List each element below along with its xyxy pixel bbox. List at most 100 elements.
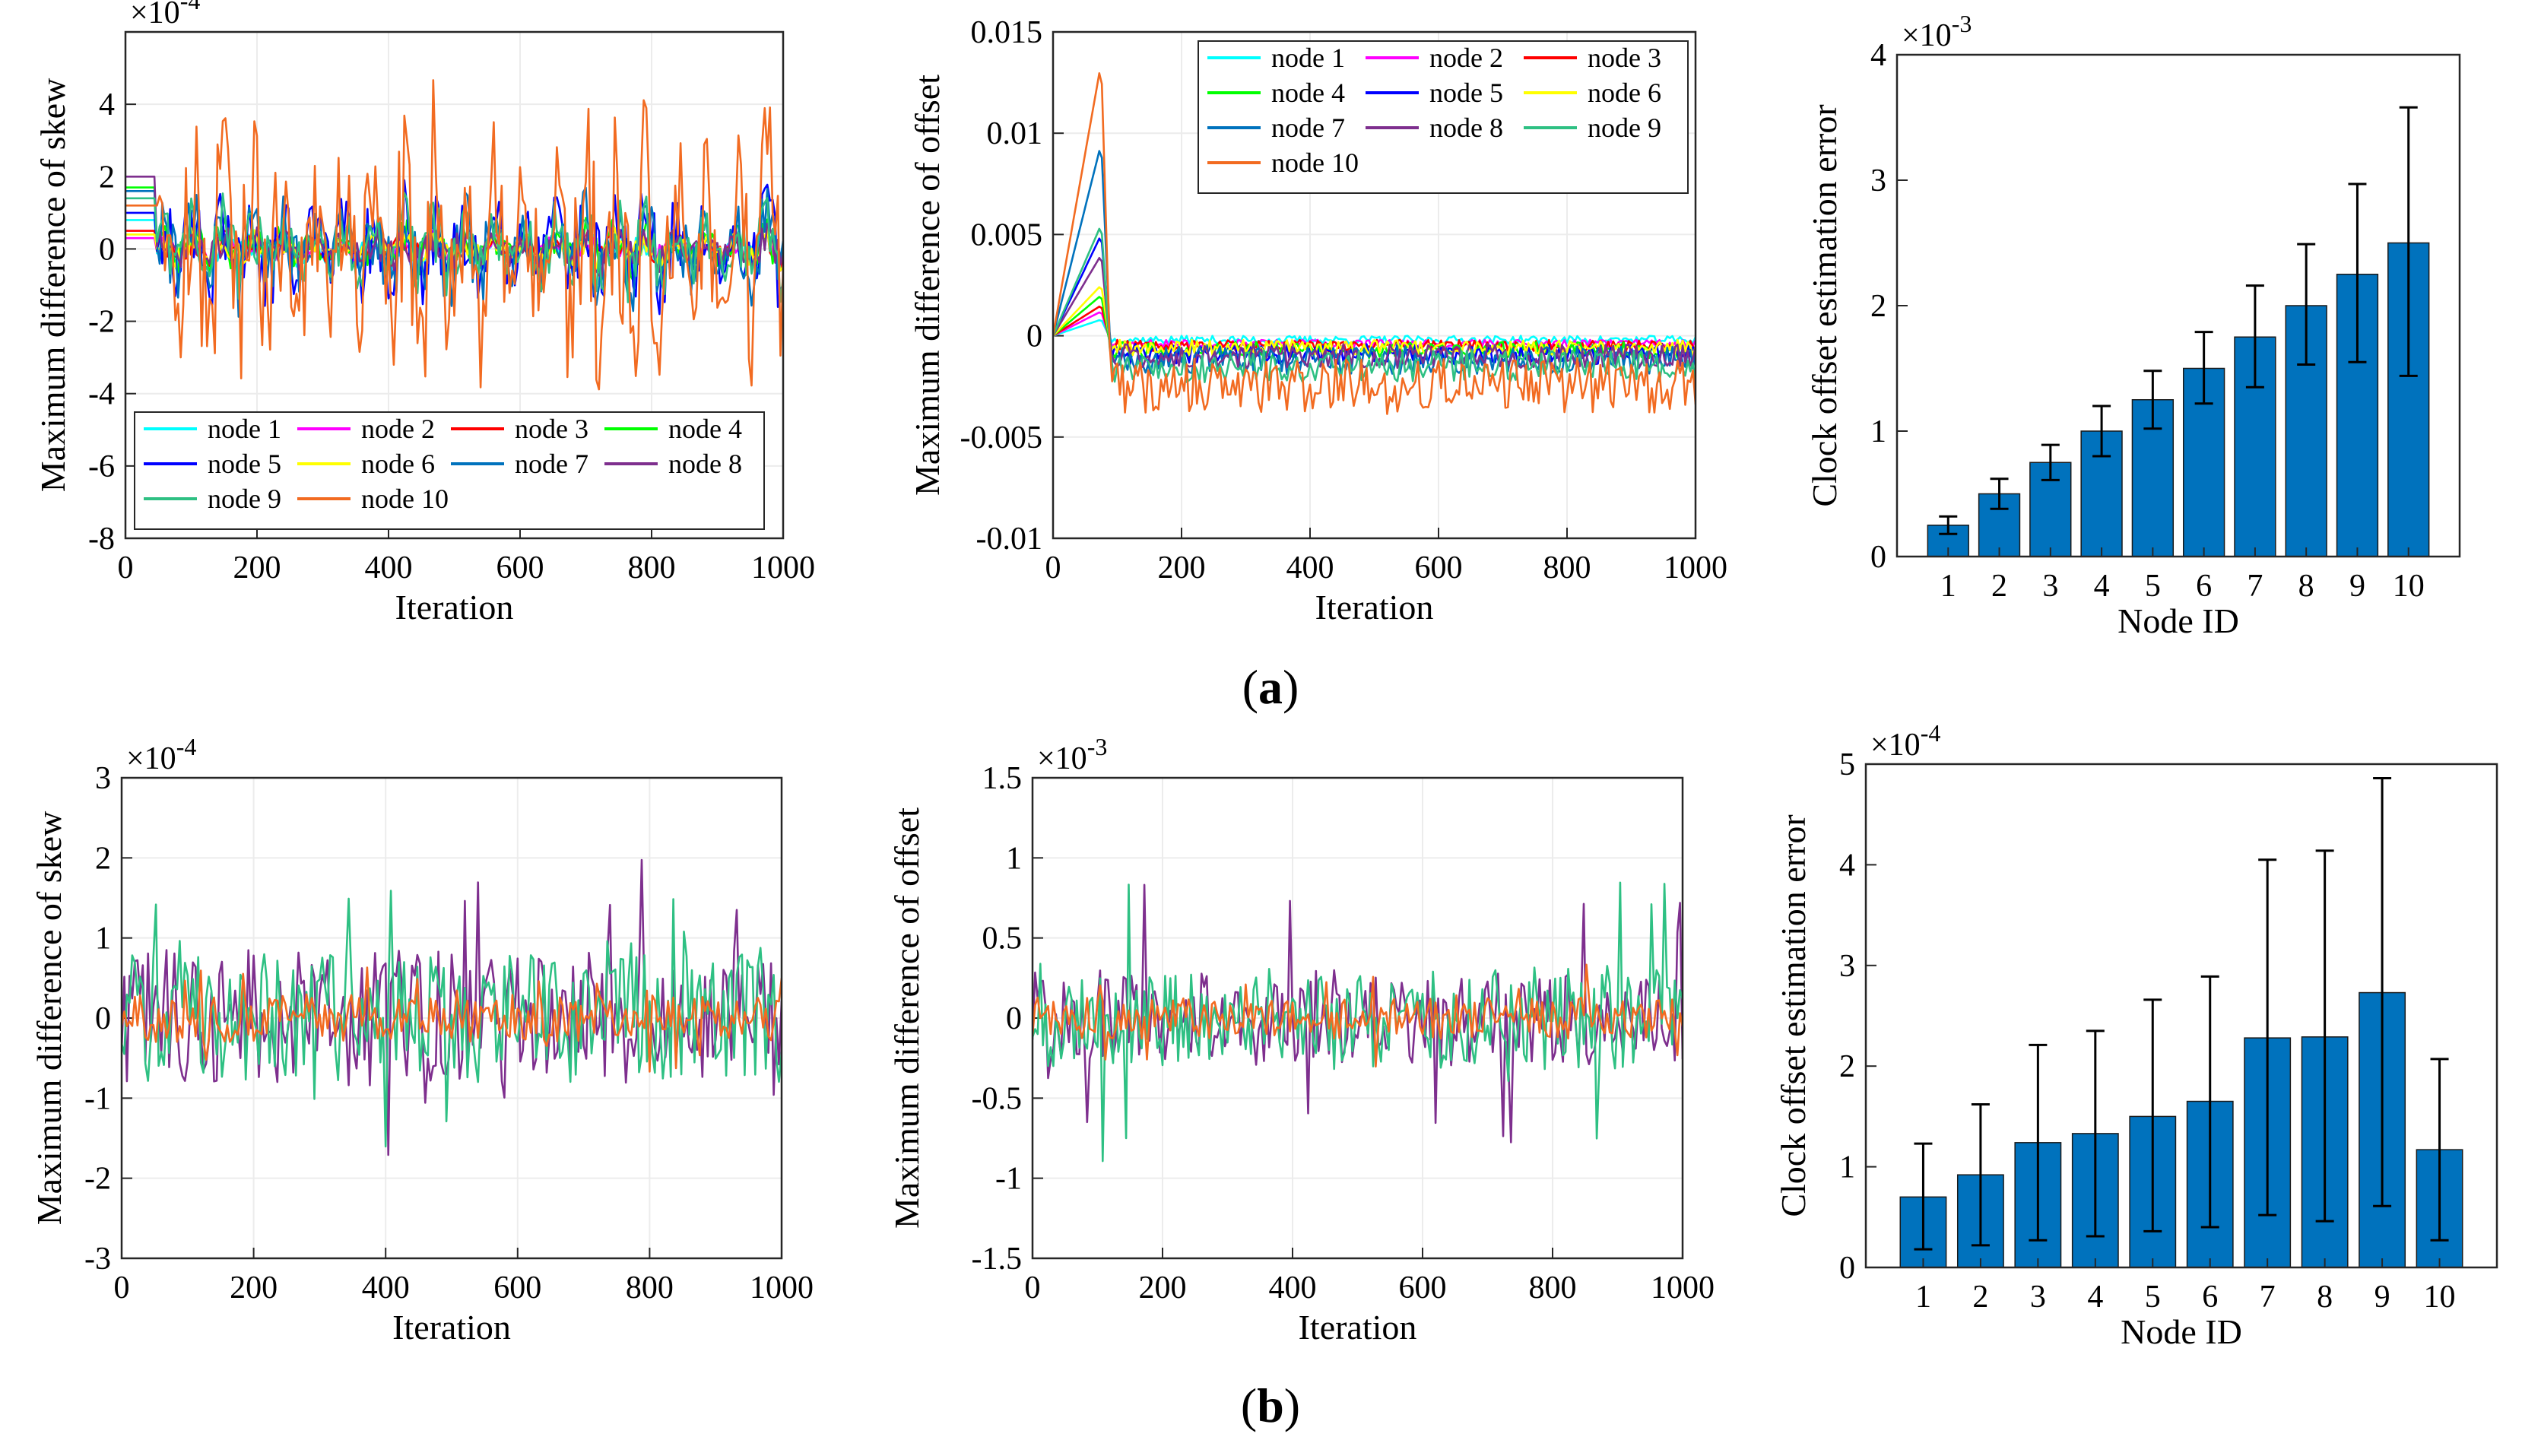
xtick-label: 0 (1025, 1270, 1041, 1305)
legend-entry: node 6 (361, 449, 435, 479)
ytick-label: 0 (1006, 1001, 1022, 1036)
xtick-label: 6 (2202, 1280, 2218, 1315)
plot-border (1031, 776, 1684, 1260)
legend-entry: node 2 (361, 414, 435, 444)
y-axis-label: Maximum difference of skew (33, 78, 72, 492)
legend-entry: node 10 (1271, 148, 1359, 178)
xtick-label: 600 (1399, 1270, 1447, 1305)
ytick-label: 3 (1870, 163, 1886, 198)
xtick-label: 5 (2145, 1280, 2161, 1315)
xtick-label: 9 (2374, 1280, 2390, 1315)
legend-entry: node 2 (1429, 43, 1503, 73)
xtick-label: 200 (233, 550, 281, 585)
xtick-label: 5 (2145, 569, 2161, 604)
ytick-label: 3 (95, 761, 111, 796)
legend-entry: node 7 (1271, 113, 1345, 143)
series-line-node-9 (1033, 881, 1683, 1163)
series-line-node-10 (1033, 963, 1683, 1068)
xtick-label: 3 (2030, 1280, 2046, 1315)
y-axis-label: Clock offset estimation error (1774, 814, 1813, 1217)
y-axis-label: Clock offset estimation error (1805, 104, 1844, 506)
series-line-node-6 (1053, 286, 1696, 357)
xtick-label: 0 (1045, 550, 1061, 585)
x-axis-label: Iteration (392, 1308, 511, 1347)
xtick-label: 9 (2349, 569, 2365, 604)
ytick-label: 4 (99, 87, 115, 122)
xtick-label: 8 (2317, 1280, 2333, 1315)
ytick-label: 1 (1870, 414, 1886, 449)
legend-entry: node 3 (1588, 43, 1661, 73)
xtick-label: 4 (2087, 1280, 2103, 1315)
chart-a1: -8 -6 -4 -2 0 2 4 0 200 400 600 800 1000 Iteration Max… (33, 0, 815, 626)
y-exponent-label: ×10-3 (1037, 733, 1107, 776)
series-line-node-10 (125, 79, 783, 391)
ytick-label: -2 (88, 305, 115, 340)
y-axis-label: Maximum difference of offset (887, 807, 926, 1229)
ytick-label: 2 (1839, 1049, 1855, 1084)
y-exponent-label: ×10-4 (130, 0, 200, 30)
ytick-label: -0.5 (972, 1081, 1023, 1116)
legend-entry: node 1 (208, 414, 281, 444)
ytick-label: 5 (1839, 747, 1855, 782)
legend-entry: node 3 (515, 414, 588, 444)
ytick-label: -1.5 (972, 1242, 1023, 1277)
legend-entry: node 9 (1588, 113, 1661, 143)
legend: node 1 node 2 node 3 node 4 node 5 node 6 node… (134, 411, 765, 530)
x-axis-label: Iteration (395, 588, 514, 626)
legend-entry: node 6 (1588, 78, 1661, 108)
xtick-label: 10 (2424, 1280, 2456, 1315)
plot-border (1864, 763, 2498, 1269)
ytick-label: -2 (84, 1162, 111, 1197)
x-axis-label: Iteration (1299, 1308, 1417, 1347)
xtick-label: 0 (114, 1270, 130, 1305)
series-line-node-10 (1053, 72, 1696, 415)
xtick-label: 800 (1529, 1270, 1577, 1305)
legend-entry: node 8 (668, 449, 742, 479)
xtick-label: 600 (493, 1270, 541, 1305)
y-exponent-label: ×10-3 (1902, 10, 1972, 53)
ytick-label: -6 (88, 449, 115, 484)
ytick-label: 1.5 (982, 761, 1023, 796)
legend: node 1 node 2 node 3 node 4 node 5 node 6 node… (1198, 40, 1689, 194)
xtick-label: 800 (626, 1270, 674, 1305)
series-line-node-2 (1053, 311, 1696, 349)
xtick-label: 200 (1139, 1270, 1187, 1305)
ytick-label: 2 (95, 841, 111, 876)
series-line-node-9 (1053, 227, 1696, 384)
ytick-label: 3 (1839, 949, 1855, 984)
ytick-label: 2 (99, 160, 115, 195)
y-exponent-label: ×10-4 (126, 733, 196, 776)
legend-entry: node 5 (1429, 78, 1503, 108)
xtick-label: 8 (2298, 569, 2314, 604)
xtick-label: 0 (118, 550, 134, 585)
y-exponent-label: ×10-4 (1870, 719, 1940, 763)
legend-entry: node 4 (1271, 78, 1345, 108)
series-line-node-3 (1053, 305, 1696, 354)
xtick-label: 400 (365, 550, 413, 585)
xtick-label: 10 (2393, 569, 2425, 604)
xtick-label: 1000 (1651, 1270, 1715, 1305)
xtick-label: 800 (628, 550, 676, 585)
plot-border (1895, 53, 2461, 558)
legend-entry: node 9 (208, 484, 281, 514)
xtick-label: 1000 (750, 1270, 814, 1305)
xtick-label: 7 (2260, 1280, 2276, 1315)
chart-b2: -1.5 -1 -0.5 0 0.5 1 1.5 0 200 400 600 800 1000 Itera… (887, 733, 1715, 1347)
legend-entry: node 7 (515, 449, 588, 479)
xtick-label: 400 (1286, 550, 1334, 585)
panel-label-b: (b) (1241, 1378, 1300, 1432)
series-line-node-8 (1053, 256, 1696, 370)
xtick-label: 800 (1543, 550, 1591, 585)
legend-entry: node 10 (361, 484, 449, 514)
plot-border (120, 776, 783, 1260)
ytick-label: 0 (1870, 540, 1886, 575)
xtick-label: 4 (2094, 569, 2110, 604)
ytick-label: 0 (99, 232, 115, 267)
y-axis-label: Maximum difference of skew (30, 810, 68, 1225)
x-axis-label: Iteration (1315, 588, 1434, 626)
ytick-label: 4 (1870, 38, 1886, 73)
xtick-label: 600 (496, 550, 544, 585)
xtick-label: 1 (1940, 569, 1956, 604)
ytick-label: 0 (95, 1001, 111, 1036)
